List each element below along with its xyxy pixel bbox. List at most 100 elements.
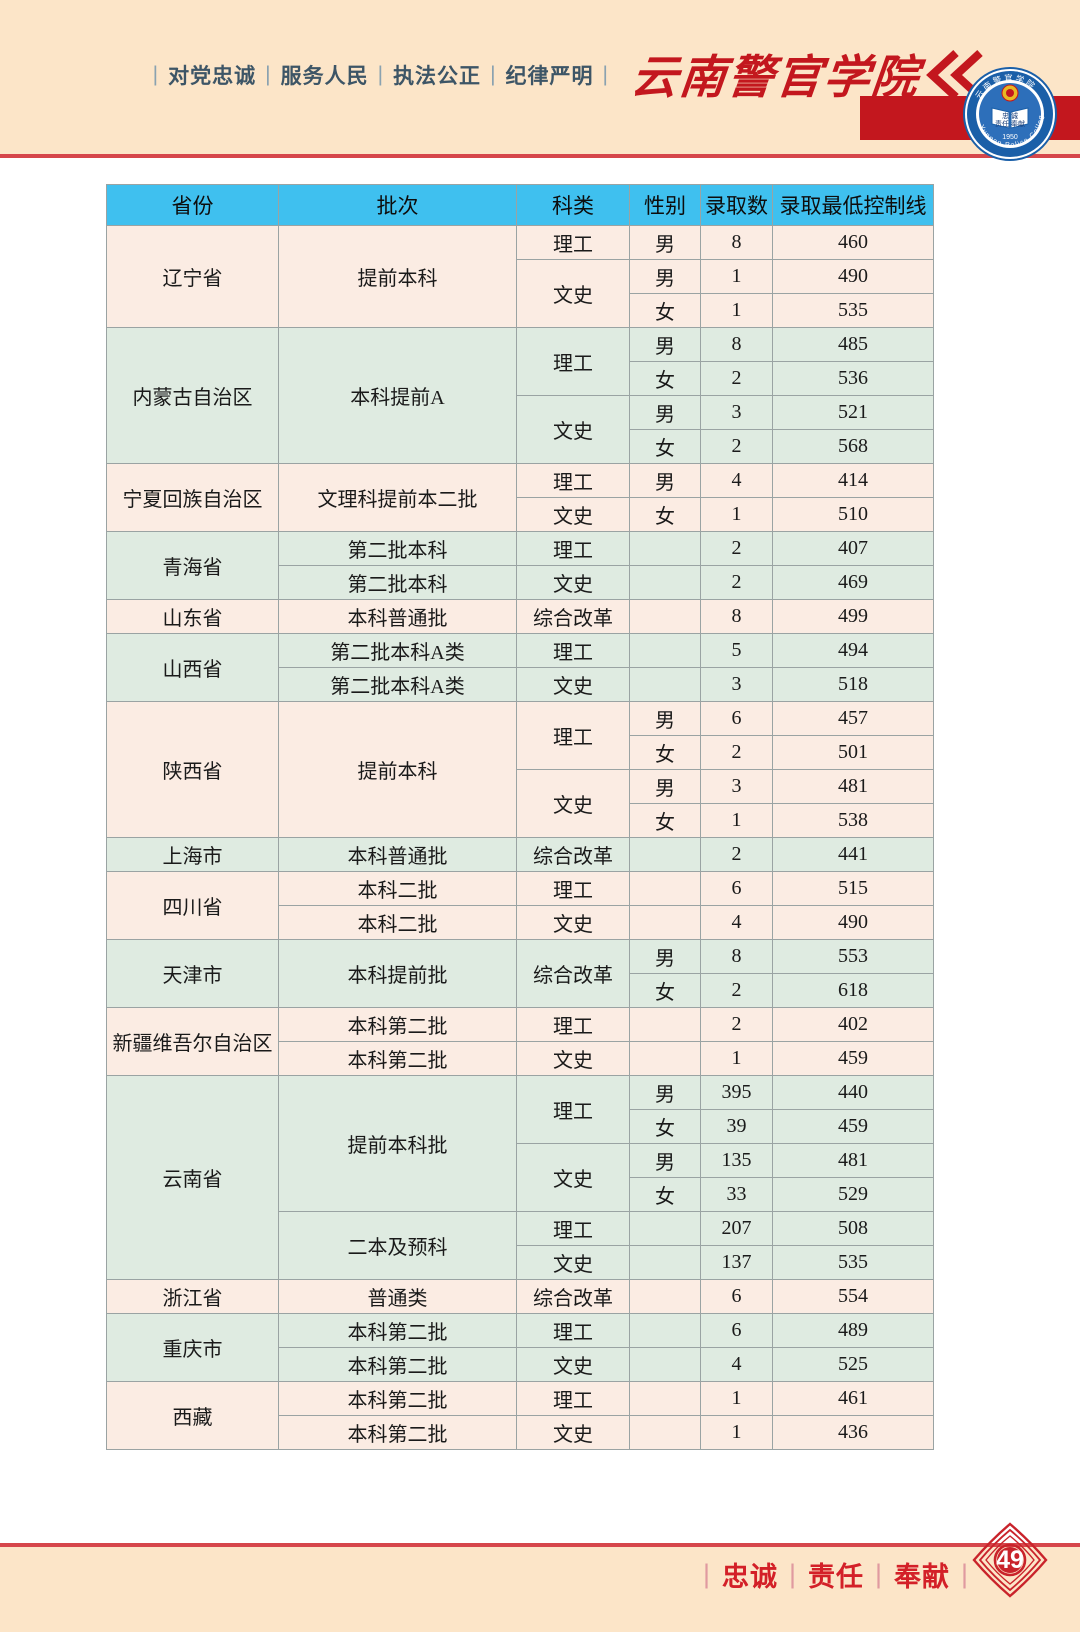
cell-score: 481 [772, 1143, 934, 1178]
cell-subject: 文史 [516, 1347, 630, 1382]
slogan-item-3: 执法公正 [393, 65, 482, 88]
cell-subject: 文史 [516, 497, 630, 532]
cell-count: 4 [700, 463, 773, 498]
table-row: 女 2 501 [107, 735, 934, 770]
table-row: 宁夏回族自治区 文理科提前本二批 理工男 4 414 [106, 463, 934, 532]
cell-score: 508 [772, 1211, 934, 1246]
cell-gender [629, 1313, 701, 1348]
cell-score: 554 [772, 1279, 934, 1314]
table-row: 四川省 本科二批 理工 6 515 [106, 871, 934, 940]
footer-slogan: | 忠诚 | 责任 | 奉献 | [692, 1555, 980, 1594]
cell-count: 39 [700, 1109, 773, 1144]
cell-score: 441 [772, 837, 934, 872]
slogan-separator: | [377, 63, 385, 86]
cell-count: 2 [700, 735, 773, 770]
cell-score: 535 [772, 293, 934, 328]
cell-score: 481 [772, 769, 934, 804]
cell-gender [629, 531, 701, 566]
page-header: | 对党忠诚 | 服务人民 | 执法公正 | 纪律严明 | 云南警官学院 [0, 0, 1080, 161]
table-row: 第二批本科A类 文史 3 518 [107, 667, 934, 702]
cell-province: 山西省 [106, 633, 279, 702]
cell-subject: 理工 [516, 1007, 630, 1042]
cell-count: 395 [700, 1075, 773, 1110]
table-row: 女 39 459 [107, 1109, 934, 1144]
cell-score: 461 [772, 1381, 934, 1416]
cell-score: 535 [772, 1245, 934, 1280]
cell-gender [629, 667, 701, 702]
admission-table-container: 省份 批次 科类 性别 录取数 录取最低控制线 辽宁省 提前本科 理工男 8 460 文史… [106, 184, 934, 1450]
cell-count: 137 [700, 1245, 773, 1280]
cell-count: 6 [700, 1279, 773, 1314]
table-row: 文史男 3 521 [107, 395, 934, 464]
table-row: 文史女 1 510 [107, 497, 934, 532]
footer-separator: | [702, 1559, 711, 1589]
admission-score-table: 省份 批次 科类 性别 录取数 录取最低控制线 辽宁省 提前本科 理工男 8 460 文史… [106, 184, 934, 1450]
cell-gender: 男 [629, 463, 701, 498]
footer-separator: | [960, 1559, 969, 1589]
table-row: 文史男 135 481 [107, 1143, 934, 1212]
cell-subject: 理工 [516, 1381, 630, 1416]
header-slogan: | 对党忠诚 | 服务人民 | 执法公正 | 纪律严明 | [144, 60, 618, 90]
col-header-province: 省份 [106, 184, 279, 226]
page-number-badge: 49 [966, 1516, 1054, 1604]
cell-score: 499 [772, 599, 934, 634]
cell-gender [629, 1007, 701, 1042]
cell-gender [629, 1415, 701, 1450]
col-header-count: 录取数 [700, 184, 773, 226]
cell-batch: 文理科提前本二批 [278, 463, 517, 532]
header-content: | 对党忠诚 | 服务人民 | 执法公正 | 纪律严明 | 云南警官学院 [0, 0, 1080, 158]
col-header-gender: 性别 [629, 184, 701, 226]
cell-gender [629, 1211, 701, 1246]
cell-subject: 文史 [516, 905, 630, 940]
cell-count: 4 [700, 1347, 773, 1382]
table-header-row: 省份 批次 科类 性别 录取数 录取最低控制线 [106, 184, 934, 226]
cell-gender [629, 1279, 701, 1314]
table-row: 女 1 538 [107, 803, 934, 838]
cell-gender: 女 [629, 293, 701, 328]
cell-count: 2 [700, 429, 773, 464]
col-header-minscore: 录取最低控制线 [772, 184, 934, 226]
cell-score: 440 [772, 1075, 934, 1110]
cell-score: 529 [772, 1177, 934, 1212]
table-head: 省份 批次 科类 性别 录取数 录取最低控制线 [106, 184, 934, 226]
cell-score: 525 [772, 1347, 934, 1382]
cell-subject: 理工 [516, 871, 630, 906]
table-row: 第二批本科 文史 2 469 [107, 565, 934, 600]
table-row: 文史男 3 481 [107, 769, 934, 838]
cell-batch: 第二批本科A类 [278, 633, 517, 668]
table-row: 文史男 1 490 [107, 259, 934, 328]
cell-province: 新疆维吾尔自治区 [106, 1007, 279, 1076]
cell-batch: 二本及预科 [278, 1211, 517, 1280]
cell-score: 568 [772, 429, 934, 464]
cell-gender: 女 [629, 973, 701, 1008]
table-row: 内蒙古自治区 本科提前A 理工男 8 485 [106, 327, 934, 464]
cell-province: 山东省 [106, 599, 279, 634]
footer-slogan-item-1: 忠诚 [721, 1562, 778, 1592]
cell-batch: 本科第二批 [278, 1007, 517, 1042]
table-row: 陕西省 提前本科 理工男 6 457 [106, 701, 934, 838]
cell-subject: 综合改革 [516, 939, 630, 1008]
college-seal-logo: 忠 诚 责任 奉献 1950 云南警官学院 Yunnan Police Coll… [959, 61, 1058, 162]
cell-gender: 女 [629, 361, 701, 396]
table-row: 女 1 535 [107, 293, 934, 328]
cell-count: 2 [700, 361, 773, 396]
cell-count: 2 [700, 837, 773, 872]
cell-subject: 理工 [516, 633, 630, 668]
cell-score: 521 [772, 395, 934, 430]
cell-score: 515 [772, 871, 934, 906]
cell-province: 辽宁省 [106, 225, 279, 328]
cell-score: 501 [772, 735, 934, 770]
cell-score: 494 [772, 633, 934, 668]
cell-subject: 文史 [516, 565, 630, 600]
cell-batch: 本科普通批 [278, 837, 517, 872]
cell-subject: 理工 [516, 531, 630, 566]
table-row: 西藏 本科第二批 理工 1 461 [106, 1381, 934, 1450]
page-number: 49 [996, 1545, 1024, 1574]
cell-gender: 女 [629, 1109, 701, 1144]
cell-subject: 文史 [516, 667, 630, 702]
slogan-item-1: 对党忠诚 [168, 65, 257, 88]
table-row: 天津市 本科提前批 综合改革男 8 553 [106, 939, 934, 1008]
cell-count: 2 [700, 531, 773, 566]
cell-score: 536 [772, 361, 934, 396]
cell-batch: 本科二批 [278, 871, 517, 906]
